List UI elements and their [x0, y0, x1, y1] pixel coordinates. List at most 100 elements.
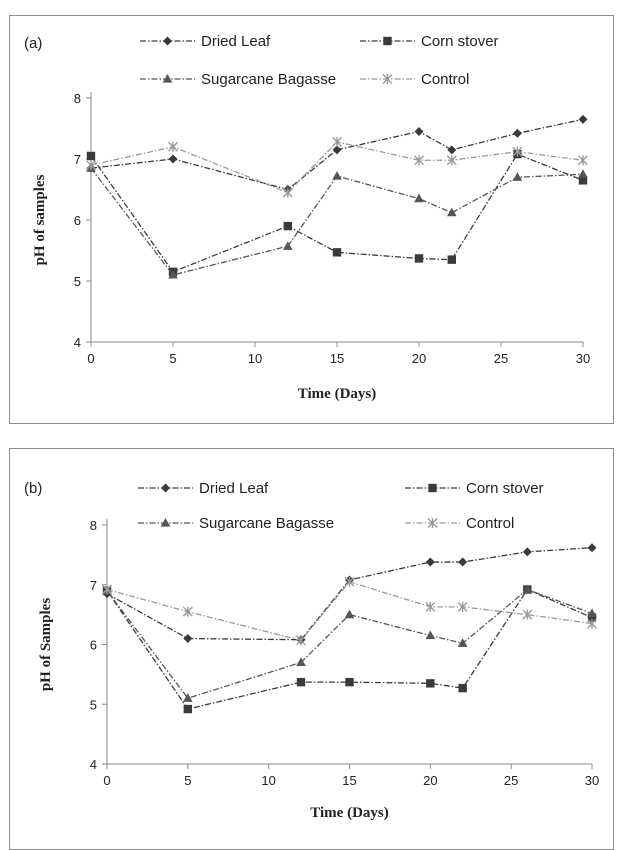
series-diamond-a: [86, 114, 588, 194]
data-point-a: [283, 241, 293, 250]
series-triangle-a: [86, 163, 588, 279]
series-square-a: [86, 149, 588, 277]
chart-panel-b: (b) 4 5 6 7 8 0 5 10 15 20 25 30 Time (Days) pH of Sam…: [9, 448, 614, 850]
legend-label-a: Sugarcane Bagasse: [201, 71, 336, 88]
data-point-b: [425, 601, 436, 612]
series-line-b: [106, 588, 593, 700]
y-tick-label-b: 7: [90, 578, 97, 593]
x-tick-label-a: 10: [248, 351, 262, 366]
y-axis-title-a: pH of samples: [32, 174, 48, 265]
legend-marker-a: [163, 36, 172, 46]
y-tick-label-b: 4: [90, 757, 97, 772]
series-star-b: [102, 576, 597, 646]
data-point-b: [457, 638, 468, 647]
legend-marker-a: [383, 36, 392, 46]
legend-marker-b: [427, 518, 438, 528]
data-point-a: [414, 155, 424, 166]
x-tick-label-b: 15: [342, 773, 356, 788]
legend-label-b: Sugarcane Bagasse: [199, 515, 334, 532]
y-tick-label-a: 7: [74, 152, 81, 167]
data-point-a: [446, 155, 457, 166]
data-point-b: [183, 634, 193, 644]
x-tick-label-b: 25: [504, 773, 518, 788]
y-tick-label-a: 8: [74, 91, 81, 106]
legend-label-a: Dried Leaf: [201, 33, 271, 50]
data-point-b: [345, 677, 354, 687]
data-point-b: [344, 609, 355, 619]
data-point-b: [522, 584, 533, 594]
legend-label-b: Corn stover: [466, 480, 544, 497]
y-axis-title-b: pH of Samples: [38, 598, 54, 692]
legend-marker-b: [161, 483, 170, 493]
data-point-b: [522, 609, 533, 620]
series-star-a: [86, 136, 588, 198]
data-point-b: [425, 630, 436, 640]
legend-label-b: Dried Leaf: [199, 480, 269, 497]
legend-entry-b: Dried Leaf: [138, 480, 269, 497]
y-tick-label-b: 8: [90, 518, 97, 533]
y-tick-label-b: 6: [90, 638, 97, 653]
legend-entry-a: Dried Leaf: [140, 33, 271, 50]
data-point-a: [512, 146, 523, 157]
legend-entry-a: Corn stover: [360, 33, 499, 50]
x-tick-label-a: 25: [494, 351, 508, 366]
legend-marker-b: [160, 518, 171, 527]
series-line-a: [90, 141, 584, 194]
data-point-b: [458, 557, 468, 567]
data-point-a: [168, 141, 178, 152]
data-point-a: [512, 172, 523, 181]
data-point-a: [447, 207, 457, 217]
data-point-a: [168, 154, 178, 164]
data-point-b: [458, 683, 467, 693]
x-tick-label-a: 5: [169, 351, 176, 366]
data-point-b: [426, 679, 435, 688]
y-tick-label-b: 5: [90, 697, 97, 712]
data-point-a: [414, 254, 424, 263]
x-axis-title-a: Time (Days): [298, 386, 376, 402]
data-point-a: [578, 176, 588, 185]
legend-entry-b: Sugarcane Bagasse: [138, 515, 334, 532]
data-point-a: [282, 187, 293, 198]
series-line-a: [90, 153, 584, 273]
data-point-a: [447, 145, 457, 155]
data-point-a: [86, 151, 96, 161]
x-tick-label-a: 0: [87, 351, 94, 366]
data-point-b: [296, 677, 306, 687]
data-point-a: [578, 155, 588, 166]
legend-entry-b: Control: [405, 515, 514, 532]
series-square-b: [102, 585, 597, 714]
data-point-a: [414, 193, 424, 203]
data-point-b: [183, 704, 193, 714]
y-tick-label-a: 5: [74, 274, 81, 289]
x-axis-title-b: Time (Days): [310, 805, 388, 821]
data-point-a: [332, 171, 342, 180]
series-line-a: [90, 167, 584, 276]
series-line-b: [106, 581, 593, 642]
legend-marker-b: [428, 483, 437, 493]
data-point-b: [183, 693, 193, 702]
data-point-a: [332, 145, 342, 155]
chart-panel-a: (a) 4 5 6 7 8 0 5 10 15 20 25 30 Time (Days) pH of sam…: [9, 15, 614, 424]
data-point-b: [587, 608, 597, 618]
series-diamond-b: [102, 543, 597, 645]
data-point-a: [283, 221, 292, 231]
data-point-a: [512, 128, 522, 138]
data-point-b: [457, 601, 468, 612]
legend-label-a: Corn stover: [421, 33, 499, 50]
legend-marker-a: [382, 74, 393, 84]
data-point-a: [332, 248, 342, 257]
data-point-a: [414, 127, 424, 137]
y-tick-label-a: 6: [74, 213, 81, 228]
panel-label-b: (b): [24, 480, 42, 497]
legend-entry-a: Sugarcane Bagasse: [140, 71, 336, 88]
panel-label-a: (a): [24, 35, 42, 52]
legend-entry-a: Control: [360, 71, 469, 88]
chart-b-svg: (b) 4 5 6 7 8 0 5 10 15 20 25 30 Time (Days) pH of Sam…: [24, 480, 599, 821]
x-tick-label-a: 20: [412, 351, 426, 366]
series-line-b: [106, 547, 593, 641]
x-tick-label-b: 20: [423, 773, 437, 788]
data-point-b: [587, 618, 597, 629]
data-point-a: [578, 169, 588, 178]
series-line-b: [106, 588, 593, 710]
x-tick-label-b: 0: [103, 773, 110, 788]
